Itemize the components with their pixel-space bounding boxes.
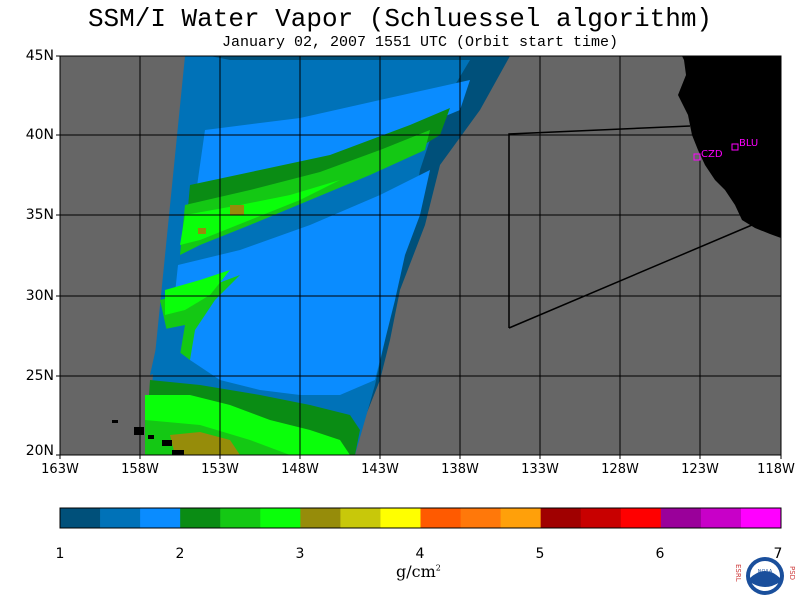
colorbar-label-6: 6 [655, 546, 665, 562]
domain-outline-lower [508, 224, 753, 329]
colorbar-swatch [60, 508, 101, 528]
lon-label-163w: 163W [41, 462, 79, 477]
colorbar-swatch [420, 508, 462, 528]
colorbar-swatch [340, 508, 381, 528]
colorbar-label-5: 5 [535, 546, 545, 562]
station-blu [731, 143, 739, 151]
lon-label-143w: 143W [361, 462, 399, 477]
tick-marks [56, 55, 782, 459]
swath-band-blue-lower [150, 325, 185, 375]
lat-label-45n: 45N [25, 48, 54, 64]
colorbar-swatch [580, 508, 622, 528]
colorbar-label-7: 7 [773, 546, 783, 562]
graticule [60, 56, 781, 455]
lat-label-40n: 40N [25, 127, 54, 143]
lon-label-133w: 133W [521, 462, 559, 477]
svg-text:NOAA: NOAA [758, 569, 773, 575]
units-text: g/cm [396, 562, 436, 581]
colorbar-swatch [540, 508, 582, 528]
colorbar-swatch [380, 508, 421, 528]
svg-text:PSD: PSD [788, 566, 796, 580]
land-north-america [678, 56, 781, 238]
colorbar-label-4: 4 [415, 546, 425, 562]
colorbar-swatch [260, 508, 301, 528]
swath-band-lime-2 [165, 270, 230, 315]
lon-label-158w: 158W [121, 462, 159, 477]
hawaiian-islands [112, 420, 184, 455]
map-frame [59, 55, 782, 456]
colorbar-units: g/cm2 [396, 562, 441, 581]
lon-label-128w: 128W [601, 462, 639, 477]
lat-label-25n: 25N [25, 368, 54, 384]
noaa-logo: ESRL PSD NOAA [734, 557, 796, 595]
colorbar-swatch [140, 508, 181, 528]
lat-label-20n: 20N [25, 443, 54, 459]
colorbar-label-3: 3 [295, 546, 305, 562]
lon-label-118w: 118W [757, 462, 795, 477]
map-title: SSM/I Water Vapor (Schluessel algorithm) [87, 4, 713, 34]
lat-label-35n: 35N [25, 207, 54, 223]
colorbar-swatch [100, 508, 141, 528]
map-subtitle: January 02, 2007 1551 UTC (Orbit start t… [221, 34, 619, 51]
lon-label-123w: 123W [681, 462, 719, 477]
colorbar-swatch [660, 508, 702, 528]
colorbar-swatch [620, 508, 662, 528]
lon-label-138w: 138W [441, 462, 479, 477]
units-exponent: 2 [435, 563, 441, 573]
lon-label-148w: 148W [281, 462, 319, 477]
lon-label-153w: 153W [201, 462, 239, 477]
station-czd [693, 153, 701, 161]
colorbar-label-1: 1 [55, 546, 65, 562]
swath-patch-olive-small [230, 205, 244, 215]
colorbar-swatch [500, 508, 542, 528]
swath-patch-olive-small-2 [198, 228, 206, 234]
domain-outline [508, 125, 691, 328]
colorbar-label-2: 2 [175, 546, 185, 562]
swath-band-olive [170, 432, 240, 455]
colorbar [60, 508, 782, 528]
svg-text:ESRL: ESRL [734, 564, 742, 582]
station-label-blu: BLU [739, 138, 758, 149]
station-label-czd: CZD [701, 149, 723, 160]
colorbar-frame [59, 507, 782, 529]
colorbar-swatch [740, 508, 782, 528]
colorbar-swatch [300, 508, 341, 528]
colorbar-swatch [180, 508, 221, 528]
colorbar-swatch [220, 508, 261, 528]
colorbar-swatch [460, 508, 502, 528]
lat-label-30n: 30N [25, 288, 54, 304]
colorbar-swatch [700, 508, 742, 528]
